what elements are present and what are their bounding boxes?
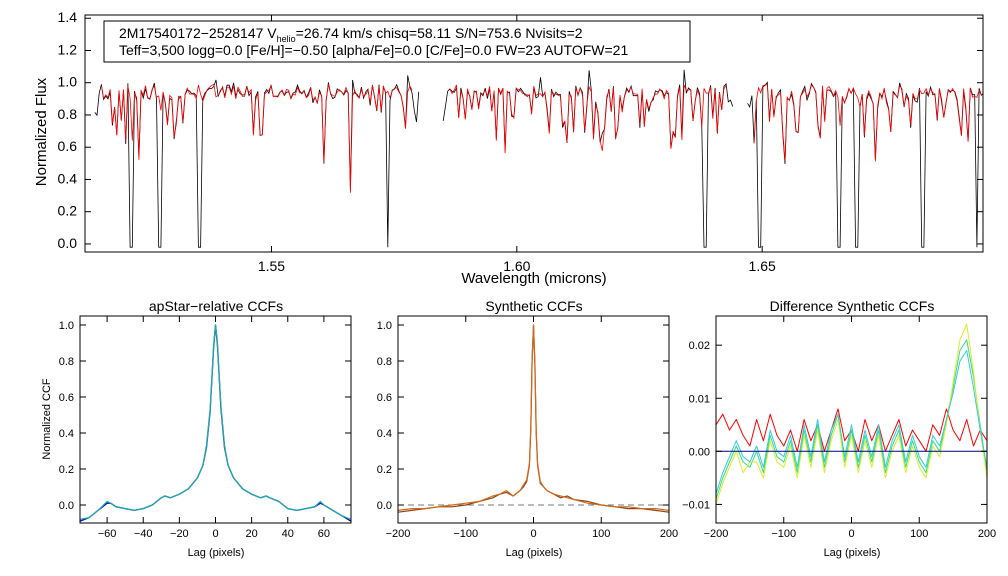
spectrum-plot-area bbox=[94, 69, 983, 248]
synthetic-ccf-ytick-label: 0.4 bbox=[377, 428, 392, 440]
info-line-1-suffix: =26.74 km/s chisq=58.11 S/N=753.6 Nvisit… bbox=[296, 25, 583, 41]
apstar-ccf-plot-area bbox=[80, 324, 351, 522]
spectrum-ytick-label: 0.6 bbox=[58, 138, 78, 154]
apstar-ccf-xtick-label: −40 bbox=[134, 528, 153, 540]
synthetic-ccf-xtick-label: 0 bbox=[530, 528, 536, 540]
apstar-ccf-xtick-label: −20 bbox=[170, 528, 189, 540]
info-line-1-prefix: 2M17540172−2528147 V bbox=[119, 25, 277, 41]
spectrum-xtick-label: 1.60 bbox=[503, 258, 530, 274]
apstar-ccf-ytick-label: 0.0 bbox=[59, 500, 74, 512]
apstar-ccf-panel: apStar−relative CCFs −60 −40 −20 0 20 40 60 0.0… bbox=[41, 298, 352, 559]
difference-ccf-xtick-label: −200 bbox=[704, 528, 729, 540]
difference-ccf-ytick-label: −0.01 bbox=[682, 499, 710, 511]
spectrum-ytick-label: 0.4 bbox=[58, 170, 78, 186]
info-line-1: 2M17540172−2528147 Vhelio=26.74 km/s chi… bbox=[119, 25, 583, 44]
synthetic-ccf-xtick-label: −200 bbox=[386, 528, 411, 540]
spectrum-ticks: 1.55 1.60 1.65 0.0 0.2 0.4 0.6 0.8 1.0 1.2 1.4 bbox=[58, 9, 983, 274]
apstar-ccf-xtick-label: 60 bbox=[318, 528, 330, 540]
synthetic-ccf-ticks: −200 −100 0 100 200 0.0 0.2 0.4 0.6 0.8 1.0 bbox=[377, 316, 678, 540]
apstar-ccf-ytick-label: 1.0 bbox=[59, 320, 74, 332]
synthetic-ccf-xtick-label: −100 bbox=[453, 528, 478, 540]
synthetic-ccf-plot-area bbox=[398, 324, 669, 513]
apstar-ccf-ytick-label: 0.6 bbox=[59, 392, 74, 404]
synthetic-ccf-ytick-label: 0.8 bbox=[377, 356, 392, 368]
spectrum-ytick-label: 1.2 bbox=[58, 41, 78, 57]
spectrum-ytick-label: 1.0 bbox=[58, 74, 78, 90]
difference-ccf-ytick-label: 0.02 bbox=[689, 340, 710, 352]
apstar-ccf-series-2-line bbox=[80, 324, 351, 521]
apstar-ccf-title: apStar−relative CCFs bbox=[149, 298, 283, 314]
synthetic-ccf-xtick-label: 100 bbox=[592, 528, 610, 540]
apstar-ccf-ytick-label: 0.8 bbox=[59, 356, 74, 368]
difference-ccf-xtick-label: 200 bbox=[978, 528, 996, 540]
synthetic-ccf-xtick-label: 200 bbox=[660, 528, 678, 540]
difference-ccf-plot-area bbox=[716, 323, 987, 505]
spectrum-xlabel: Wavelength (microns) bbox=[461, 270, 606, 287]
apstar-ccf-ylabel: Normalized CCF bbox=[41, 378, 53, 460]
difference-ccf-ytick-label: 0.00 bbox=[689, 446, 710, 458]
difference-ccf-xtick-label: 100 bbox=[910, 528, 928, 540]
spectrum-info-box: 2M17540172−2528147 Vhelio=26.74 km/s chi… bbox=[103, 20, 691, 63]
apstar-ccf-ytick-label: 0.4 bbox=[59, 428, 74, 440]
spectrum-model-chip-3-line bbox=[753, 84, 982, 162]
synthetic-ccf-panel: Synthetic CCFs −200 −100 0 100 200 0.0 0.2 0.4 0… bbox=[377, 298, 678, 559]
difference-ccf-ytick-label: 0.01 bbox=[689, 393, 710, 405]
difference-ccf-xlabel: Lag (pixels) bbox=[824, 547, 881, 559]
apstar-ccf-xlabel: Lag (pixels) bbox=[188, 547, 245, 559]
synthetic-ccf-series-2-line bbox=[398, 324, 669, 511]
apstar-ccf-xtick-label: 0 bbox=[212, 528, 218, 540]
apstar-ccf-xtick-label: −60 bbox=[98, 528, 117, 540]
info-line-1-subscript: helio bbox=[277, 34, 296, 44]
synthetic-ccf-ytick-label: 0.6 bbox=[377, 392, 392, 404]
synthetic-ccf-ytick-label: 1.0 bbox=[377, 320, 392, 332]
difference-ccf-title: Difference Synthetic CCFs bbox=[770, 298, 935, 314]
apstar-ccf-ytick-label: 0.2 bbox=[59, 464, 74, 476]
synthetic-ccf-ytick-label: 0.0 bbox=[377, 500, 392, 512]
info-line-2: Teff=3,500 logg=0.0 [Fe/H]=−0.50 [alpha/… bbox=[119, 42, 628, 58]
difference-ccf-ticks: −200 −100 0 100 200 −0.01 0.00 0.01 0.02 bbox=[682, 316, 996, 540]
difference-ccf-series-2-line bbox=[716, 339, 987, 500]
spectrum-xtick-label: 1.55 bbox=[258, 258, 285, 274]
apstar-ccf-ticks: −60 −40 −20 0 20 40 60 0.0 0.2 0.4 0.6 0.8 1.0 bbox=[59, 316, 351, 540]
synthetic-ccf-xlabel: Lag (pixels) bbox=[506, 547, 563, 559]
spectrum-ylabel: Normalized Flux bbox=[33, 77, 50, 186]
spectrum-ytick-label: 1.4 bbox=[58, 9, 78, 25]
apstar-ccf-xtick-label: 40 bbox=[282, 528, 294, 540]
spectrum-xtick-label: 1.65 bbox=[749, 258, 776, 274]
synthetic-ccf-title: Synthetic CCFs bbox=[485, 298, 582, 314]
spectrum-ytick-label: 0.2 bbox=[58, 203, 78, 219]
difference-ccf-xtick-label: 0 bbox=[848, 528, 854, 540]
synthetic-ccf-ytick-label: 0.2 bbox=[377, 464, 392, 476]
difference-ccf-series-3-line bbox=[716, 323, 987, 505]
difference-ccf-xtick-label: −100 bbox=[771, 528, 796, 540]
difference-ccf-series-4-line bbox=[716, 350, 987, 494]
info-box-frame bbox=[103, 20, 691, 63]
spectrum-ytick-label: 0.0 bbox=[58, 235, 78, 251]
apstar-ccf-xtick-label: 20 bbox=[246, 528, 258, 540]
spectrum-axes-frame bbox=[84, 14, 984, 253]
difference-ccf-panel: Difference Synthetic CCFs −200 −100 0 100 20… bbox=[682, 298, 996, 559]
spectrum-model-chip-2-line bbox=[449, 84, 727, 154]
spectrum-panel: 1.55 1.60 1.65 0.0 0.2 0.4 0.6 0.8 1.0 1.2 1.4 Wav… bbox=[33, 9, 984, 287]
spectrum-model-chip-1-line bbox=[101, 83, 413, 193]
spectrum-ytick-label: 0.8 bbox=[58, 106, 78, 122]
